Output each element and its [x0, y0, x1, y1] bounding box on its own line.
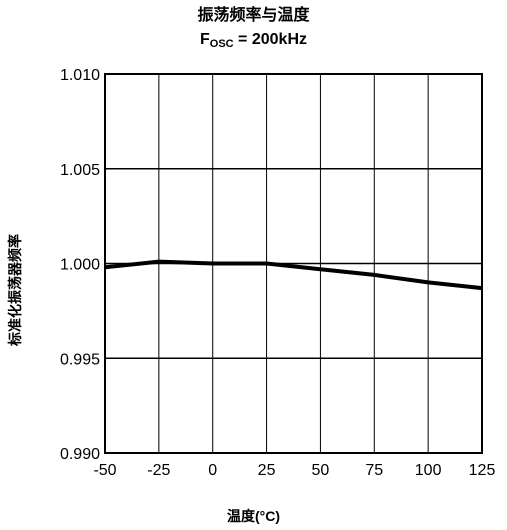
series-line [104, 259, 483, 291]
x-tick-label: 0 [208, 462, 217, 479]
chart-subtitle: FOSC = 200kHz [0, 30, 507, 54]
subtitle-symbol: F [199, 31, 210, 48]
x-tick-label: 75 [365, 462, 383, 479]
y-tick-label: 0.995 [60, 351, 100, 368]
x-tick-label: -50 [93, 462, 116, 479]
y-tick-label: 1.000 [60, 257, 100, 274]
y-tick-label: 0.990 [60, 446, 100, 463]
x-tick-label: 25 [258, 462, 276, 479]
x-tick-label: -25 [147, 462, 170, 479]
tick-labels: -50 -25 0 25 50 75 100 125 0.990 0.995 1.000 1.005 1… [60, 67, 495, 479]
y-tick-label: 1.010 [60, 67, 100, 84]
x-axis-label: 温度(°C) [226, 508, 281, 524]
chart-title: 振荡频率与温度 [197, 7, 310, 24]
x-tick-label: 125 [469, 462, 496, 479]
y-tick-label: 1.005 [60, 162, 100, 179]
subtitle-subscript: OSC [209, 38, 234, 50]
series-lines [104, 259, 483, 291]
subtitle-value: = 200kHz [233, 31, 307, 48]
x-tick-label: 100 [415, 462, 442, 479]
x-tick-label: 50 [312, 462, 330, 479]
plot-frame [104, 73, 483, 454]
